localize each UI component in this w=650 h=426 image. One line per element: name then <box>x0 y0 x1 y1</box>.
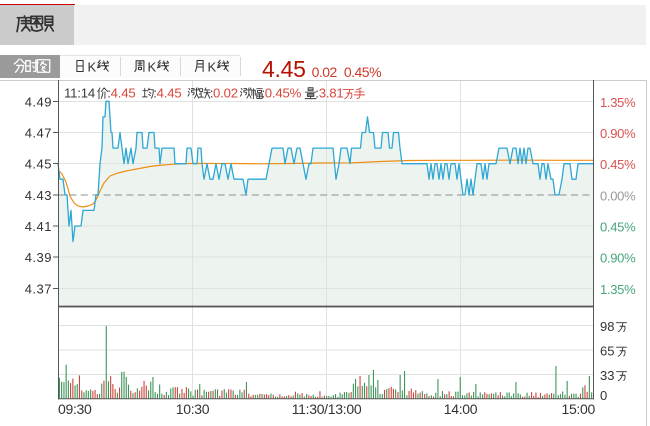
svg-text:0.90%: 0.90% <box>600 250 636 265</box>
svg-text:K: K <box>88 60 97 75</box>
svg-text::: : <box>262 86 265 101</box>
svg-text:4.45: 4.45 <box>25 157 52 172</box>
svg-text:4.39: 4.39 <box>25 250 52 265</box>
svg-text:0: 0 <box>600 388 607 403</box>
svg-text:4.41: 4.41 <box>25 219 52 234</box>
svg-text:98: 98 <box>600 319 614 334</box>
svg-text:33: 33 <box>600 368 614 383</box>
svg-text:4.45: 4.45 <box>157 86 182 101</box>
svg-text:4.47: 4.47 <box>25 126 52 141</box>
svg-text:0.45%: 0.45% <box>265 86 302 101</box>
svg-text:3.81: 3.81 <box>319 86 344 101</box>
svg-text:65: 65 <box>600 343 614 358</box>
svg-text:0.90%: 0.90% <box>600 126 636 141</box>
svg-text:11:30/13:00: 11:30/13:00 <box>292 401 362 417</box>
svg-text:0.02: 0.02 <box>213 86 238 101</box>
svg-text:4.43: 4.43 <box>25 188 52 203</box>
svg-text::: : <box>153 86 156 101</box>
svg-text:14:00: 14:00 <box>444 401 478 417</box>
svg-text:10:30: 10:30 <box>176 401 210 417</box>
svg-text:15:00: 15:00 <box>561 401 595 417</box>
svg-text:K: K <box>208 60 217 75</box>
svg-text:0.45%: 0.45% <box>600 157 636 172</box>
svg-text::: : <box>315 86 318 101</box>
svg-text:1.35%: 1.35% <box>600 95 636 110</box>
svg-text:0.00%: 0.00% <box>600 188 636 203</box>
svg-text::: : <box>107 86 110 101</box>
svg-text:K: K <box>148 60 157 75</box>
svg-text:4.49: 4.49 <box>25 95 52 110</box>
svg-text:11:14: 11:14 <box>64 86 95 101</box>
svg-text:0.45%: 0.45% <box>600 219 636 234</box>
svg-text:4.37: 4.37 <box>25 282 52 297</box>
svg-text:4.45: 4.45 <box>111 86 136 101</box>
svg-text::: : <box>210 86 213 101</box>
svg-text:1.35%: 1.35% <box>600 282 636 297</box>
svg-text:09:30: 09:30 <box>58 401 92 417</box>
